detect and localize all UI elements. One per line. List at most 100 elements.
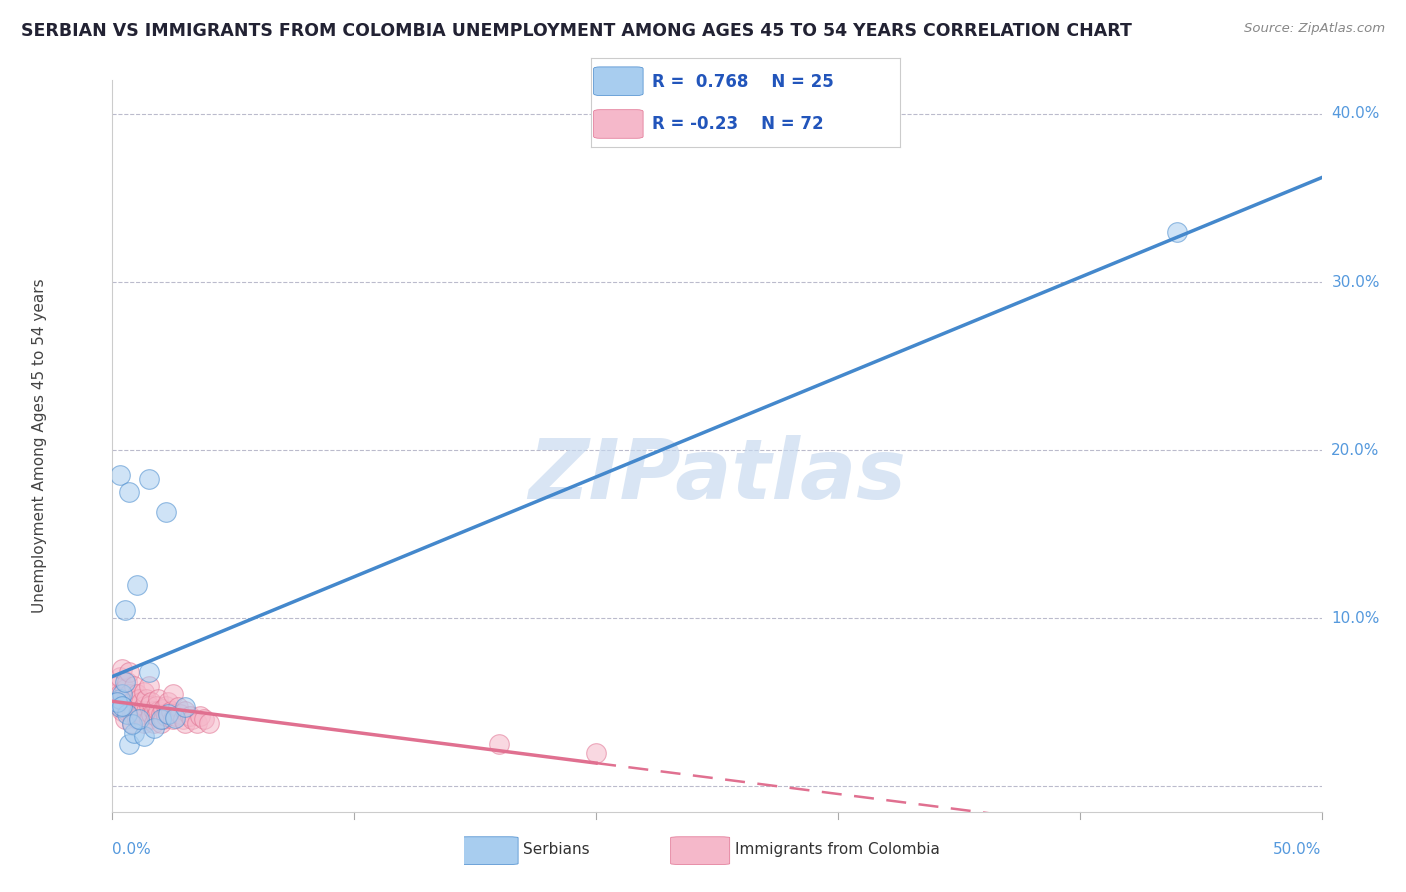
- Text: 20.0%: 20.0%: [1331, 442, 1379, 458]
- Point: [142, 715, 165, 730]
- Point: [128, 704, 150, 718]
- Point: [155, 505, 177, 519]
- Point: [105, 695, 128, 709]
- Text: Immigrants from Colombia: Immigrants from Colombia: [734, 842, 939, 857]
- Point: [121, 695, 143, 709]
- Point: [181, 712, 204, 726]
- Text: R = -0.23    N = 72: R = -0.23 N = 72: [652, 115, 824, 134]
- Point: [186, 715, 208, 730]
- Point: [142, 704, 165, 718]
- Point: [149, 707, 172, 722]
- Point: [108, 700, 131, 714]
- Point: [152, 702, 174, 716]
- Text: SERBIAN VS IMMIGRANTS FROM COLOMBIA UNEMPLOYMENT AMONG AGES 45 TO 54 YEARS CORRE: SERBIAN VS IMMIGRANTS FROM COLOMBIA UNEM…: [21, 22, 1132, 40]
- Point: [179, 709, 201, 723]
- Point: [114, 681, 136, 696]
- Text: 30.0%: 30.0%: [1331, 275, 1379, 290]
- Point: [128, 692, 150, 706]
- Point: [193, 712, 215, 726]
- Point: [165, 709, 187, 723]
- Point: [125, 687, 148, 701]
- Point: [131, 695, 153, 709]
- Point: [131, 707, 153, 722]
- Point: [141, 695, 163, 709]
- Point: [165, 710, 187, 724]
- Point: [157, 695, 180, 709]
- Point: [135, 704, 157, 718]
- Point: [114, 675, 136, 690]
- Point: [118, 665, 141, 680]
- Point: [104, 687, 127, 701]
- Point: [111, 692, 134, 706]
- Point: [174, 700, 197, 714]
- Point: [122, 692, 145, 706]
- FancyBboxPatch shape: [593, 110, 643, 138]
- Point: [145, 698, 167, 713]
- Point: [108, 687, 131, 701]
- Point: [125, 578, 148, 592]
- Point: [108, 698, 131, 713]
- Point: [125, 712, 148, 726]
- Text: 10.0%: 10.0%: [1331, 611, 1379, 626]
- Text: Source: ZipAtlas.com: Source: ZipAtlas.com: [1244, 22, 1385, 36]
- FancyBboxPatch shape: [671, 837, 730, 864]
- Point: [162, 687, 184, 701]
- Point: [155, 709, 177, 723]
- Point: [125, 698, 148, 713]
- Point: [108, 468, 131, 483]
- Point: [149, 712, 172, 726]
- Point: [162, 712, 184, 726]
- Point: [122, 725, 145, 739]
- Point: [115, 707, 138, 722]
- Point: [118, 698, 141, 713]
- Point: [157, 706, 180, 720]
- Point: [122, 704, 145, 718]
- Point: [174, 715, 197, 730]
- Point: [105, 679, 128, 693]
- Point: [159, 704, 181, 718]
- Point: [138, 665, 160, 680]
- Point: [115, 690, 138, 705]
- Point: [111, 704, 134, 718]
- Point: [111, 698, 134, 713]
- Point: [118, 485, 141, 500]
- Point: [155, 698, 177, 713]
- Point: [121, 715, 143, 730]
- Point: [149, 715, 172, 730]
- Point: [128, 712, 150, 726]
- Point: [172, 712, 194, 726]
- Text: ZIPatlas: ZIPatlas: [529, 434, 905, 516]
- Point: [132, 685, 155, 699]
- Point: [1166, 225, 1188, 239]
- Text: 0.0%: 0.0%: [112, 842, 152, 857]
- Point: [198, 715, 221, 730]
- FancyBboxPatch shape: [458, 837, 517, 864]
- Point: [111, 687, 134, 701]
- Point: [121, 707, 143, 722]
- Point: [585, 746, 607, 760]
- Point: [115, 675, 138, 690]
- Point: [114, 695, 136, 709]
- Point: [166, 700, 188, 714]
- Point: [148, 692, 170, 706]
- Point: [188, 709, 211, 723]
- Point: [157, 707, 180, 722]
- FancyBboxPatch shape: [593, 67, 643, 95]
- Point: [108, 670, 131, 684]
- Text: 50.0%: 50.0%: [1274, 842, 1322, 857]
- Point: [145, 709, 167, 723]
- Point: [114, 712, 136, 726]
- Point: [169, 707, 191, 722]
- Point: [132, 698, 155, 713]
- Point: [148, 704, 170, 718]
- Point: [114, 603, 136, 617]
- Point: [174, 704, 197, 718]
- Point: [118, 687, 141, 701]
- Text: R =  0.768    N = 25: R = 0.768 N = 25: [652, 72, 834, 91]
- Point: [121, 717, 143, 731]
- Point: [108, 692, 131, 706]
- Text: Serbians: Serbians: [523, 842, 589, 857]
- Point: [138, 698, 160, 713]
- Point: [105, 695, 128, 709]
- Point: [138, 712, 160, 726]
